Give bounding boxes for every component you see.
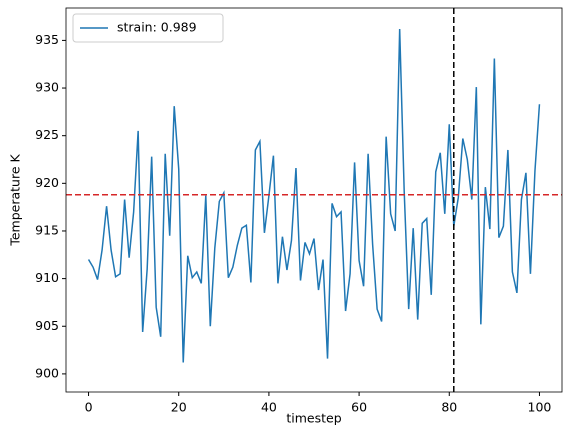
x-tick-label: 100 (528, 400, 552, 415)
y-tick-label: 920 (35, 175, 59, 190)
y-tick-label: 900 (35, 365, 59, 380)
y-tick-label: 915 (35, 222, 59, 237)
y-tick-label: 930 (35, 80, 59, 95)
legend: strain: 0.989 (72, 13, 224, 43)
x-tick-label: 20 (171, 400, 187, 415)
legend-box (72, 13, 224, 43)
x-tick-label: 60 (351, 400, 367, 415)
data-line (87, 28, 541, 363)
y-tick-label: 910 (35, 270, 59, 285)
y-tick-label: 925 (35, 127, 59, 142)
y-axis-label: Temperature K (8, 154, 23, 247)
x-tick-label: 40 (261, 400, 277, 415)
x-tick-label: 80 (441, 400, 457, 415)
x-tick-label: 0 (85, 400, 93, 415)
plot-frame (65, 7, 563, 393)
y-tick-label: 935 (35, 32, 59, 47)
y-tick-label: 905 (35, 318, 59, 333)
legend-label: strain: 0.989 (117, 20, 197, 35)
x-axis-label: timestep (286, 411, 341, 426)
